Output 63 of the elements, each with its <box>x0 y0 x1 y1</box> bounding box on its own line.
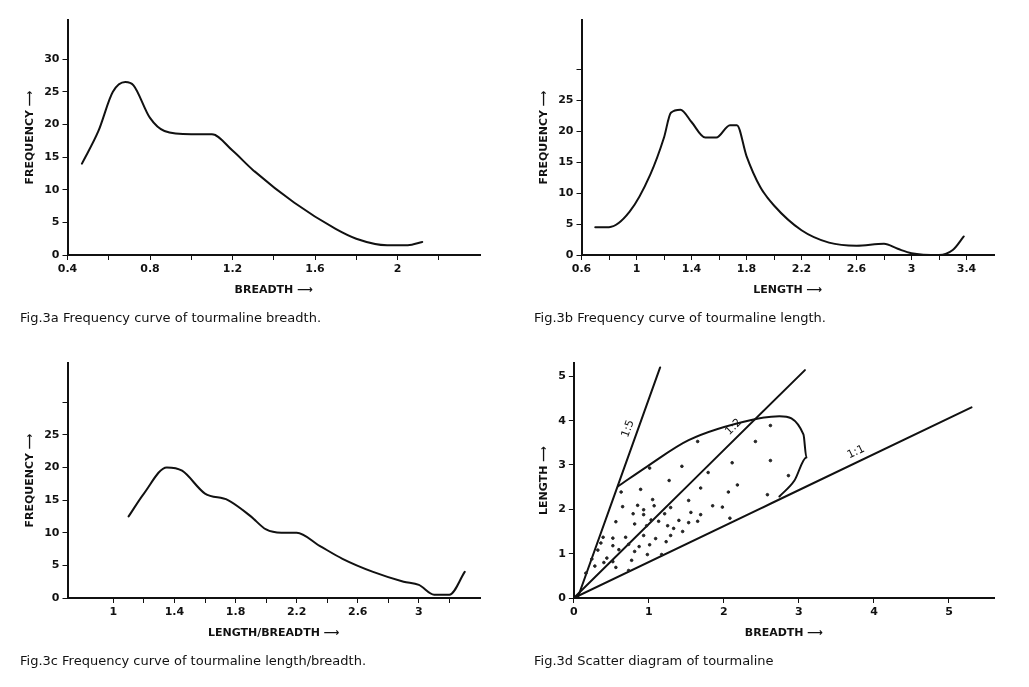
x-tick-label: 2 <box>720 605 728 619</box>
y-tick-label: 15 <box>558 155 574 169</box>
text: Fig.3a Frequency curve of tourmaline breadth. <box>20 309 322 325</box>
x-tick-label: 0.8 <box>140 262 160 276</box>
text: 1:1 <box>844 441 867 462</box>
y-tick-label: 20 <box>44 460 60 474</box>
x-tick-label: 1.2 <box>222 262 243 276</box>
y-axis-title: LENGTH ⟶ <box>537 445 551 515</box>
y-tick-label: 15 <box>44 149 60 163</box>
x-tick-label: 5 <box>945 605 953 619</box>
x-tick-label: 1.8 <box>736 262 757 276</box>
x-tick-label: 3.4 <box>956 262 977 276</box>
x-tick-label: 3 <box>415 605 423 619</box>
x-tick-label: 1.6 <box>305 262 326 276</box>
y-tick-label: 25 <box>44 427 60 441</box>
y-tick-label: 5 <box>565 216 574 230</box>
x-tick-label: 1 <box>645 605 653 619</box>
x-axis-title: LENGTH ⟶ <box>753 282 823 296</box>
text: Fig.3d Scatter diagram of tourmaline <box>534 652 774 668</box>
y-tick-label: 5 <box>558 369 566 383</box>
y-tick-label: 5 <box>51 215 60 229</box>
x-tick-label: 2 <box>393 262 402 276</box>
y-tick-label: 20 <box>44 117 60 131</box>
y-tick-label: 0 <box>51 590 60 604</box>
y-tick-label: 5 <box>51 558 60 572</box>
x-tick-label: 1 <box>632 262 641 276</box>
y-tick-label: 3 <box>558 457 566 471</box>
text: Fig.3c Frequency curve of tourmaline length/breadth. <box>20 652 367 668</box>
text: 1:5 <box>618 418 637 440</box>
y-tick-label: 30 <box>44 52 60 66</box>
y-tick-label: 10 <box>558 186 574 200</box>
x-tick-label: 1.8 <box>225 605 246 619</box>
x-tick-label: 4 <box>870 605 879 619</box>
y-axis-title: FREQUENCY ⟶ <box>537 90 551 185</box>
x-tick-label: 3 <box>795 605 803 619</box>
y-tick-label: 0 <box>565 247 574 261</box>
y-tick-label: 1 <box>558 546 566 560</box>
x-tick-label: 2.6 <box>348 605 368 619</box>
x-axis-title: BREADTH ⟶ <box>744 625 824 639</box>
y-tick-label: 0 <box>558 590 567 604</box>
x-tick-label: 2.2 <box>286 605 307 619</box>
text: Fig.3b Frequency curve of tourmaline length. <box>534 309 826 325</box>
y-tick-label: 4 <box>558 413 567 427</box>
x-tick-label: 0.6 <box>571 262 592 276</box>
y-tick-label: 10 <box>44 182 60 196</box>
y-tick-label: 15 <box>44 492 60 506</box>
x-axis-title: BREADTH ⟶ <box>234 282 314 296</box>
x-tick-label: 2.2 <box>791 262 812 276</box>
y-tick-label: 20 <box>558 124 574 138</box>
y-tick-label: 2 <box>558 502 566 516</box>
x-tick-label: 1.4 <box>681 262 702 276</box>
x-tick-label: 2.6 <box>846 262 867 276</box>
y-tick-label: 0 <box>51 247 60 261</box>
y-axis-title: FREQUENCY ⟶ <box>23 90 37 185</box>
y-tick-label: 25 <box>558 93 574 107</box>
x-tick-label: 0.4 <box>57 262 78 276</box>
x-tick-label: 3 <box>907 262 916 276</box>
y-axis-title: FREQUENCY ⟶ <box>23 433 37 528</box>
x-axis-title: LENGTH/BREADTH ⟶ <box>207 625 340 639</box>
x-tick-label: 1.4 <box>164 605 185 619</box>
y-tick-label: 25 <box>44 84 60 98</box>
x-tick-label: 1 <box>109 605 118 619</box>
y-tick-label: 10 <box>44 525 60 539</box>
